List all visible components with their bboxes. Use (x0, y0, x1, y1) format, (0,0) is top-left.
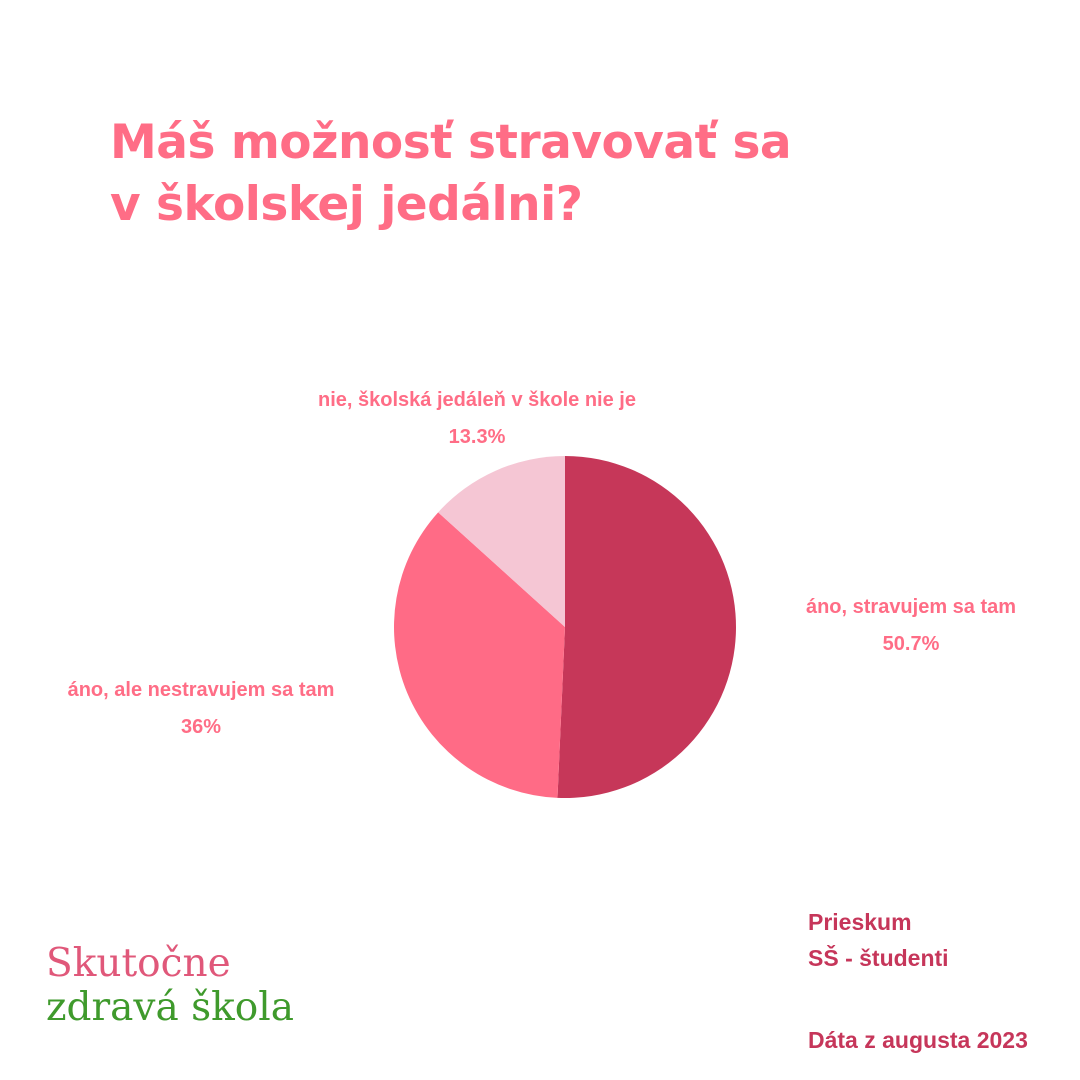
pie-slices (393, 456, 736, 798)
chart-title-line-1: Máš možnosť stravovať sa (110, 115, 792, 170)
brand-logo: Skutočne zdravá škola (46, 942, 294, 1030)
data-date: Dáta z augusta 2023 (808, 1022, 1028, 1058)
slice-value-3: 13.3% (449, 426, 506, 448)
slice-value-2: 36% (181, 716, 221, 738)
slice-label-2: áno, ale nestravujem sa tam (68, 679, 335, 701)
pie-slice-3 (438, 456, 565, 627)
chart-title-line-2: v školskej jedálni? (110, 177, 583, 232)
brand-logo-line-2: zdravá škola (46, 985, 294, 1030)
chart-title: Máš možnosť stravovať sa v školskej jedá… (110, 112, 1010, 236)
slice-value-1: 50.7% (883, 633, 940, 655)
data-date-text: Dáta z augusta 2023 (808, 1027, 1028, 1053)
pie-slice-1 (557, 456, 736, 798)
brand-logo-line-1: Skutočne (46, 941, 231, 986)
survey-label: Prieskum (808, 909, 912, 935)
survey-info: Prieskum SŠ - študenti (808, 904, 949, 976)
survey-group: SŠ - študenti (808, 945, 949, 971)
slice-label-3: nie, školská jedáleň v škole nie je (318, 389, 636, 411)
slice-label-1: áno, stravujem sa tam (806, 596, 1016, 618)
pie-slice-2 (393, 512, 565, 798)
pie-labels: áno, stravujem sa tam 50.7% áno, ale nestr… (68, 389, 1016, 738)
